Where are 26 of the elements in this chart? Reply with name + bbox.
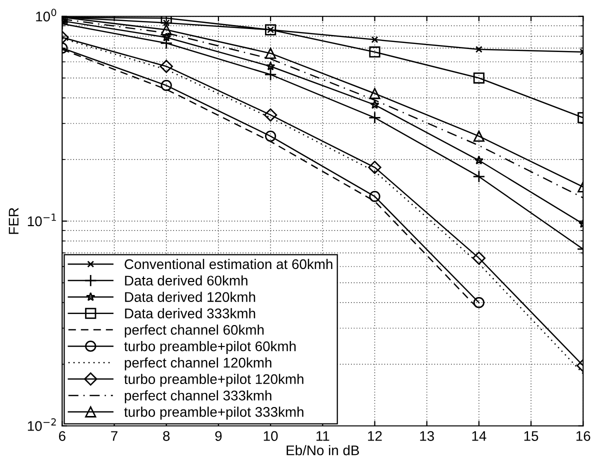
legend-label: Data derived 120kmh <box>125 292 256 302</box>
y-tick-label: 10$^{−2}$ <box>28 418 56 431</box>
legend-label: turbo preamble+pilot 333kmh <box>124 406 304 420</box>
legend-label: turbo preamble+pilot 60kmh <box>124 341 296 354</box>
y-tick-label: 10$^{0}$ <box>36 8 56 22</box>
legend-label: turbo preamble+pilot 120kmh <box>124 374 304 387</box>
x-tick-label: 7 <box>111 431 118 441</box>
x-tick-label: 6 <box>59 431 66 441</box>
y-tick-label: 10$^{−1}$ <box>28 214 56 226</box>
x-axis-title: Eb/No in dB <box>286 445 359 456</box>
legend-label: perfect channel 333kmh <box>124 390 272 404</box>
x-tick-label: 16 <box>576 431 590 441</box>
x-tick-label: 10 <box>264 431 278 441</box>
legend-label: perfect channel 60kmh <box>124 324 264 338</box>
x-tick-label: 9 <box>215 431 222 441</box>
x-tick-label: 8 <box>163 431 170 441</box>
x-tick-label: 13 <box>420 431 434 441</box>
legend-label: perfect channel 120kmh <box>124 357 272 370</box>
x-tick-label: 12 <box>368 431 382 441</box>
x-tick-label: 14 <box>472 431 486 441</box>
legend-label: Conventional estimation at 60kmh <box>124 258 332 270</box>
y-axis-title: FER <box>8 208 18 234</box>
x-tick-label: 11 <box>316 431 330 441</box>
x-tick-label: 15 <box>524 431 538 441</box>
legend-label: Data derived 60kmh <box>125 275 248 286</box>
legend-label: Data derived 333kmh <box>125 308 256 318</box>
